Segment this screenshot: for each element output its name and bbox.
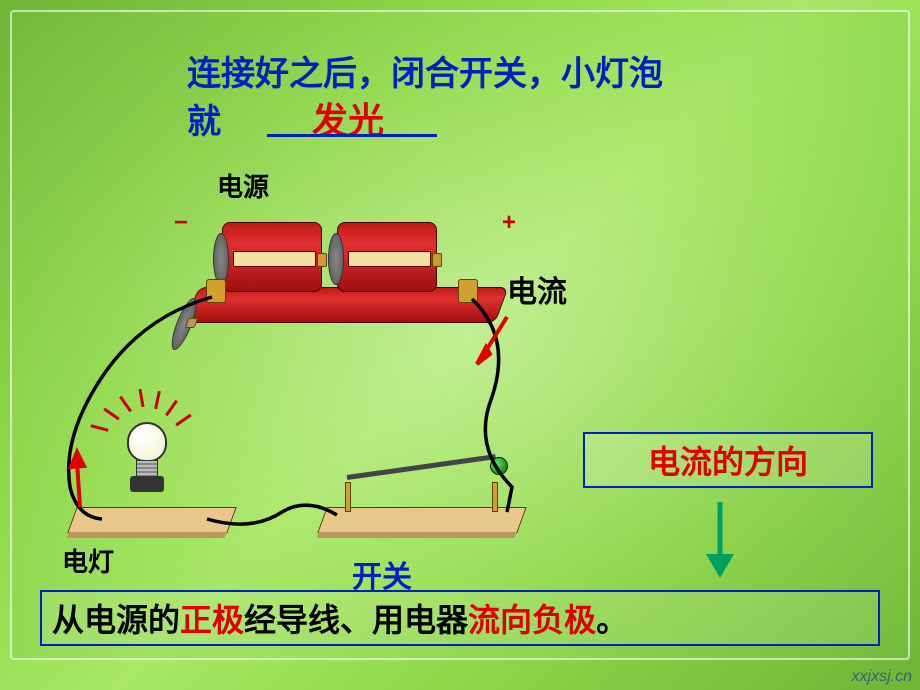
conclusion-p4: 流向负极 [468,595,596,641]
watermark: xxjxsj.cn [852,668,912,686]
conclusion-p1: 从电源的 [52,595,180,641]
blank-underline [267,134,437,137]
current-arrow-lamp [62,447,102,517]
title-line1: 连接好之后，闭合开关，小灯泡 [187,52,663,96]
conclusion-p5: 。 [596,595,628,641]
current-direction-box: 电流的方向 [583,432,873,488]
conclusion-p2: 正极 [180,595,244,641]
circuit-diagram: − + [52,167,592,587]
down-arrow-icon [700,500,740,580]
slide-frame: 连接好之后，闭合开关，小灯泡 就 发光 电源 电流 电灯 开关 − + [10,10,910,660]
conclusion-box: 从电源的 正极 经导线、用电器 流向负极 。 [40,590,880,646]
wire-svg [52,167,592,587]
conclusion-p3: 经导线、用电器 [244,595,468,641]
current-direction-text: 电流的方向 [648,437,808,483]
current-arrow-battery [472,312,522,372]
title-line2-prefix: 就 [187,94,221,143]
